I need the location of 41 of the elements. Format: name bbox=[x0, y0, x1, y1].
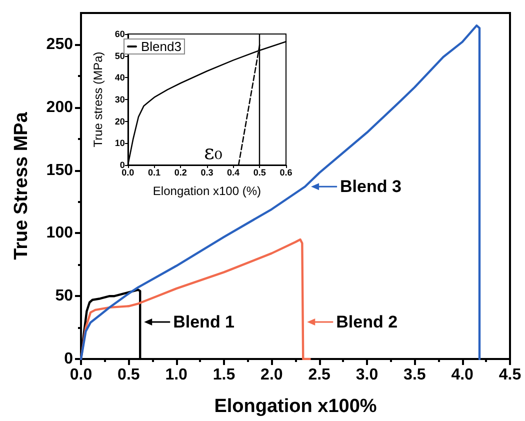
y-tick-label: 30 bbox=[114, 94, 125, 104]
y-tick-label: 200 bbox=[46, 98, 74, 116]
x-tick-label: 0.6 bbox=[280, 168, 292, 178]
x-axis-title: Elongation x100 (%) bbox=[152, 184, 261, 198]
x-tick-label: 3.5 bbox=[404, 366, 426, 384]
y-tick-label: 20 bbox=[114, 116, 125, 126]
x-tick-label: 0.2 bbox=[174, 168, 187, 178]
y-axis-title: True stress (MPa) bbox=[91, 52, 105, 148]
x-tick-label: 0.0 bbox=[122, 168, 134, 178]
y-tick-label: 60 bbox=[114, 29, 125, 39]
x-tick-label: 0.5 bbox=[253, 168, 266, 178]
x-tick-label: 1.0 bbox=[165, 366, 188, 384]
x-tick-label: 0.0 bbox=[70, 366, 92, 384]
x-tick-label: 2.0 bbox=[260, 366, 283, 384]
x-axis-title: Elongation x100% bbox=[214, 396, 377, 417]
x-tick-label: 0.1 bbox=[148, 168, 161, 178]
y-axis-title: True Stress MPa bbox=[11, 112, 32, 260]
legend-label: Blend 3 bbox=[340, 177, 402, 196]
x-tick-label: 4.0 bbox=[451, 366, 474, 384]
x-tick-label: 0.4 bbox=[227, 168, 240, 178]
x-tick-label: 1.5 bbox=[212, 366, 236, 384]
legend-label: Blend 1 bbox=[173, 312, 235, 332]
y-tick-label: 10 bbox=[114, 138, 125, 148]
x-tick-label: 4.5 bbox=[498, 366, 522, 384]
legend-label: Blend 2 bbox=[336, 312, 398, 332]
x-tick-label: 2.5 bbox=[308, 366, 331, 384]
y-tick-label: 50 bbox=[114, 50, 125, 61]
annotation: ε₀ bbox=[204, 140, 222, 164]
y-tick-label: 100 bbox=[46, 224, 74, 242]
line-series bbox=[80, 238, 311, 360]
y-tick-label: 0 bbox=[120, 160, 125, 170]
y-tick-label: 0 bbox=[64, 350, 74, 368]
x-tick-label: 3.0 bbox=[356, 366, 378, 384]
y-tick-label: 40 bbox=[114, 72, 125, 83]
y-tick-label: 150 bbox=[46, 162, 74, 179]
x-tick-label: 0.3 bbox=[200, 168, 214, 178]
y-tick-label: 50 bbox=[55, 288, 74, 305]
line-series bbox=[80, 24, 481, 360]
text: Blend3 bbox=[141, 39, 182, 54]
x-tick-label: 0.5 bbox=[118, 366, 140, 384]
y-tick-label: 250 bbox=[46, 36, 74, 53]
